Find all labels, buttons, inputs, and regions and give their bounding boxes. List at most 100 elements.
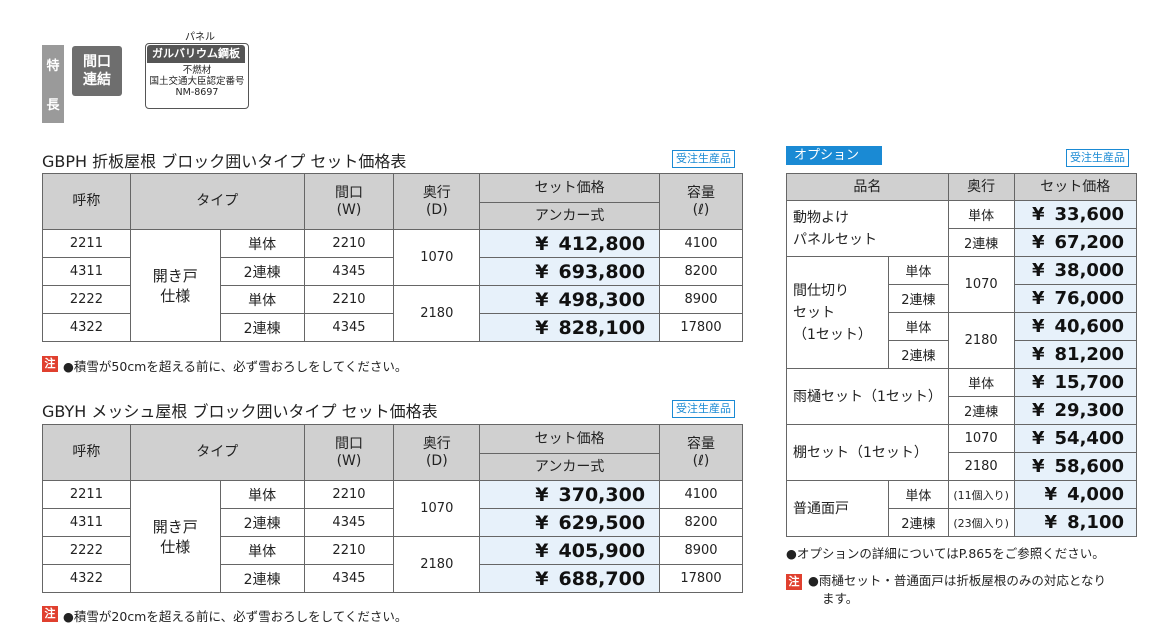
row-width: 2210: [303, 536, 395, 565]
table-row: 2連棟 ¥29,300: [787, 396, 1138, 425]
row-depth: 1070: [393, 480, 481, 537]
table-row: 普通面戸 単体 (11個入り) ¥4,000: [786, 480, 1138, 537]
row-depth: 1070: [947, 256, 1015, 313]
table-row: 2連棟 ¥76,000: [787, 284, 1138, 313]
row-price: ¥15,700: [1013, 368, 1138, 397]
table-row: 雨樋セット（1セット） 単体 ¥15,700: [786, 368, 1138, 425]
row-price: ¥688,700: [479, 564, 661, 593]
badge-line: 間口: [83, 54, 111, 70]
header-set-price: セット価格: [1013, 173, 1138, 201]
header-anchor: アンカー式: [479, 202, 661, 230]
row-capacity: 8900: [659, 285, 743, 314]
note-mark: 注: [42, 356, 58, 372]
row-price: ¥412,800: [479, 229, 661, 258]
row-depth: 2180: [393, 536, 481, 593]
row-price: ¥8,100: [1013, 508, 1138, 537]
options-title: オプション: [786, 146, 882, 165]
row-capacity: 17800: [659, 313, 743, 342]
options-detail-note: ●オプションの詳細についてはP.865をご参照ください。: [786, 546, 1105, 561]
row-subtype: 2連棟: [219, 564, 305, 593]
row-price: ¥828,100: [479, 313, 661, 342]
feature-tab-char: 長: [46, 98, 60, 113]
table-row: 動物よけ パネルセット 単体 ¥33,600: [786, 200, 1138, 257]
table2-price-table: 呼称 タイプ 間口 (W) 奥行 (D) セット価格 容量 (ℓ) アンカー式 221…: [42, 424, 743, 593]
row-quantity: (23個入り): [947, 508, 1015, 537]
row-subtype: 2連棟: [219, 257, 305, 286]
row-subtype: 2連棟: [219, 313, 305, 342]
options-price-table: 品名 奥行 セット価格 動物よけ パネルセット 単体 ¥33,600 2連棟 ¥6…: [786, 173, 1138, 537]
header-anchor: アンカー式: [479, 453, 661, 481]
table-row: 4322 2連棟 4345 ¥828,100 17800: [42, 313, 743, 342]
type-group: 開き戸 仕様: [129, 480, 221, 593]
panel-spec-line: NM-8697: [175, 87, 219, 98]
table-row: 4322 2連棟 4345 ¥688,700 17800: [42, 564, 743, 593]
row-price: ¥29,300: [1013, 396, 1138, 425]
row-capacity: 4100: [659, 229, 743, 258]
row-price: ¥38,000: [1013, 256, 1138, 285]
row-capacity: 8200: [659, 257, 743, 286]
row-price: ¥76,000: [1013, 284, 1138, 313]
table1-title: GBPH 折板屋根 ブロック囲いタイプ セット価格表: [42, 152, 407, 171]
header-type: タイプ: [129, 424, 305, 481]
row-price: ¥54,400: [1013, 424, 1138, 453]
note-mark: 注: [786, 574, 802, 590]
table1-note: ●積雪が50cmを超える前に、必ず雪おろしをしてください。: [63, 359, 408, 374]
row-subtype: 単体: [887, 312, 949, 341]
header-name: 呼称: [42, 173, 131, 230]
row-depth: 1070: [393, 229, 481, 286]
row-subtype: 2連棟: [947, 396, 1015, 425]
feature-tab-char: 特: [46, 59, 60, 74]
option-animal-panel: 動物よけ パネルセット: [786, 200, 949, 257]
header-width: 間口 (W): [303, 424, 395, 481]
header-set-price: セット価格: [479, 173, 661, 203]
row-price: ¥629,500: [479, 508, 661, 537]
header-capacity: 容量 (ℓ): [659, 424, 743, 481]
row-price: ¥693,800: [479, 257, 661, 286]
row-subtype: 単体: [219, 285, 305, 314]
row-subtype: 2連棟: [947, 228, 1015, 257]
option-partition: 間仕切り セット （1セット）: [786, 256, 889, 369]
panel-spec-text: 不燃材 国土交通大臣認定番号 NM-8697: [145, 65, 249, 98]
table-row: 2211 開き戸 仕様 単体 2210 1070 ¥412,800 4100: [42, 229, 743, 342]
header-depth: 奥行 (D): [393, 173, 481, 230]
header-name: 呼称: [42, 424, 131, 481]
row-price: ¥405,900: [479, 536, 661, 565]
row-price: ¥67,200: [1013, 228, 1138, 257]
header-width: 間口 (W): [303, 173, 395, 230]
panel-material-label: ガルバリウム鋼板: [147, 45, 245, 63]
made-to-order-badge: 受注生産品: [672, 400, 735, 418]
table1-price-table: 呼称 タイプ 間口 (W) 奥行 (D) セット価格 容量 (ℓ) アンカー式 221…: [42, 173, 743, 342]
row-subtype: 2連棟: [887, 340, 949, 369]
made-to-order-badge: 受注生産品: [1066, 149, 1129, 167]
header-item-name: 品名: [786, 173, 949, 201]
row-name: 2211: [42, 480, 131, 509]
header-set-price: セット価格: [479, 424, 661, 454]
row-depth: 2180: [947, 312, 1015, 369]
badge-line: 連結: [83, 72, 111, 88]
table-row: 4311 2連棟 4345 ¥629,500 8200: [42, 508, 743, 537]
table2-title: GBYH メッシュ屋根 ブロック囲いタイプ セット価格表: [42, 402, 438, 421]
header-capacity: 容量 (ℓ): [659, 173, 743, 230]
row-price: ¥4,000: [1013, 480, 1138, 509]
row-subtype: 単体: [887, 480, 949, 509]
options-note: ●雨樋セット・普通面戸は折板屋根のみの対応となり ます。: [808, 573, 1107, 606]
row-subtype: 単体: [887, 256, 949, 285]
table-row: 2222 単体 2210 2180 ¥405,900 8900: [42, 536, 743, 593]
row-subtype: 単体: [219, 536, 305, 565]
type-group: 開き戸 仕様: [129, 229, 221, 342]
frontage-connect-badge: 間口 連結: [72, 46, 122, 96]
row-name: 4311: [42, 257, 131, 286]
row-capacity: 17800: [659, 564, 743, 593]
option-gutter: 雨樋セット（1セット）: [786, 368, 949, 425]
option-face: 普通面戸: [786, 480, 889, 537]
row-subtype: 2連棟: [887, 284, 949, 313]
row-width: 4345: [303, 508, 395, 537]
row-depth: 2180: [947, 452, 1015, 481]
panel-caption: パネル: [185, 32, 215, 43]
table-row: 棚セット（1セット） 1070 ¥54,400: [786, 424, 1138, 481]
header-type: タイプ: [129, 173, 305, 230]
row-price: ¥33,600: [1013, 200, 1138, 229]
header-depth: 奥行: [947, 173, 1015, 201]
table-row: 2連棟 (23個入り) ¥8,100: [787, 508, 1138, 537]
row-name: 4322: [42, 313, 131, 342]
